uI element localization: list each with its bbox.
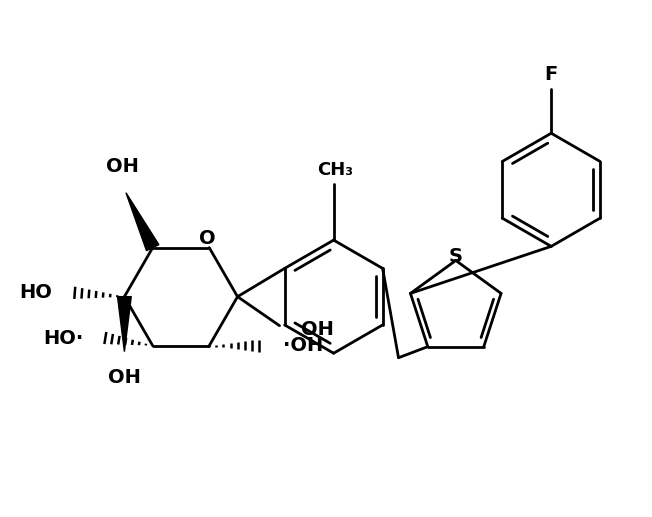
- Text: HO·: HO·: [44, 328, 84, 347]
- Text: O: O: [200, 229, 216, 248]
- Text: S: S: [449, 247, 463, 266]
- Text: ·OH: ·OH: [283, 336, 323, 355]
- Polygon shape: [117, 297, 131, 352]
- Text: CH₃: CH₃: [317, 161, 353, 179]
- Text: OH: OH: [301, 320, 334, 339]
- Polygon shape: [126, 193, 159, 251]
- Text: OH: OH: [108, 369, 141, 387]
- Text: F: F: [544, 65, 558, 84]
- Text: HO: HO: [19, 283, 52, 302]
- Text: OH: OH: [106, 157, 139, 176]
